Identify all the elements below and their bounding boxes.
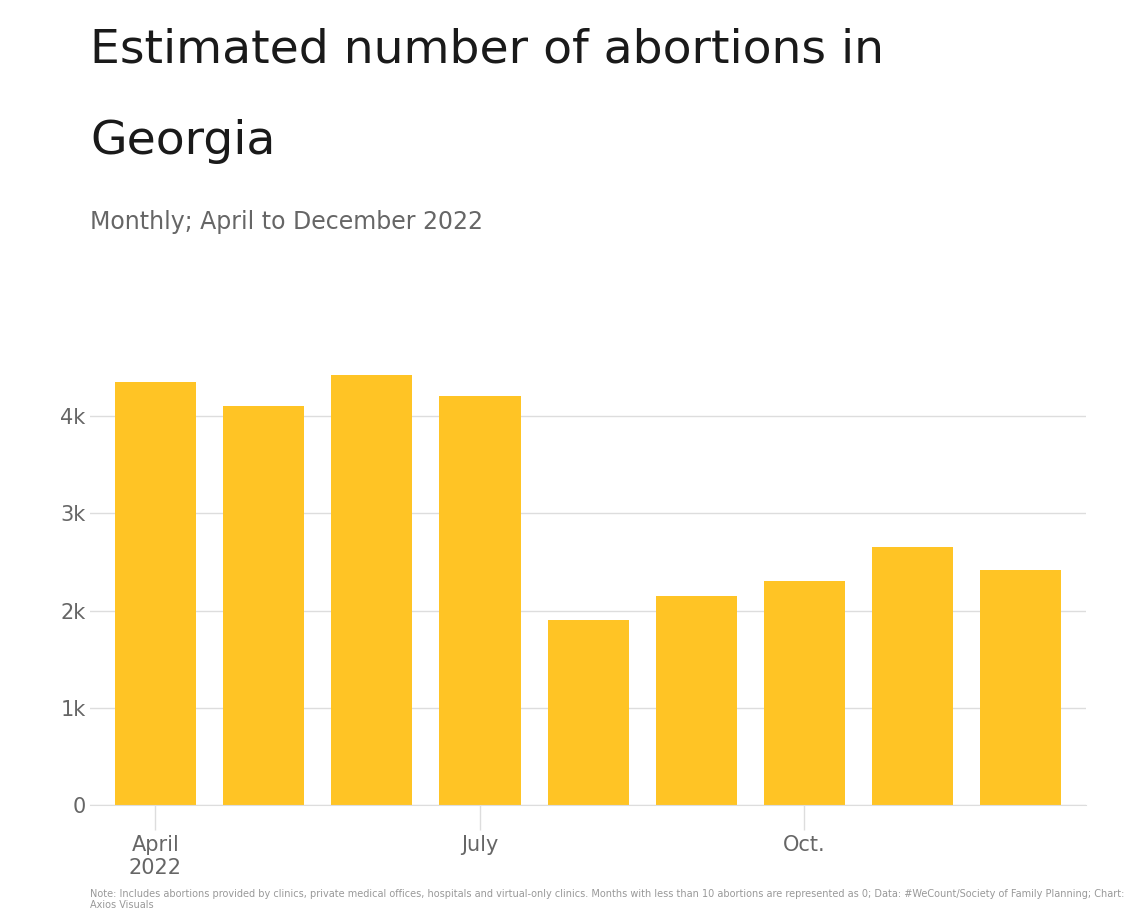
Text: Note: Includes abortions provided by clinics, private medical offices, hospitals: Note: Includes abortions provided by cli… [90,888,1125,910]
Bar [872,547,953,805]
Text: Georgia: Georgia [90,119,276,164]
Bar [981,570,1061,805]
Text: Monthly; April to December 2022: Monthly; April to December 2022 [90,210,483,234]
Bar [547,620,629,805]
Bar [115,382,196,805]
Bar [763,581,845,805]
Bar [331,375,413,805]
Text: Estimated number of abortions in: Estimated number of abortions in [90,27,884,72]
Bar [439,396,520,805]
Bar [223,406,304,805]
Bar [656,596,737,805]
